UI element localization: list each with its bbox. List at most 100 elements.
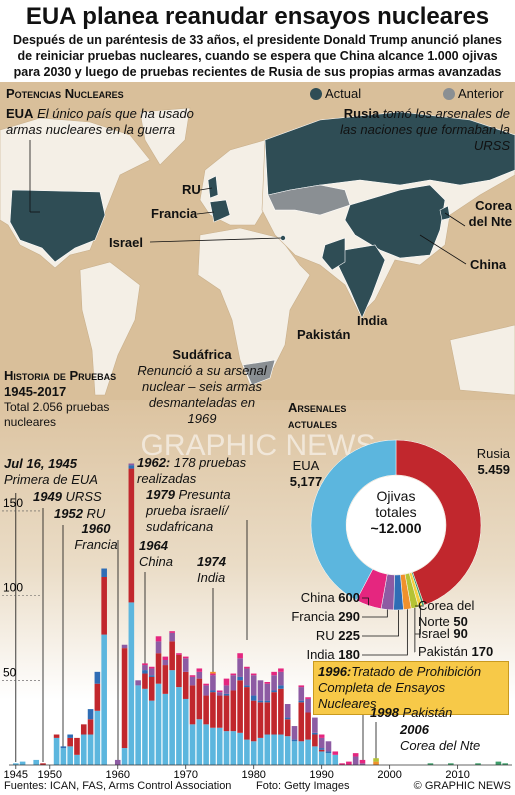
- bar-segment: [189, 675, 196, 677]
- current-powers: [9, 111, 515, 319]
- bar-segment: [135, 685, 141, 765]
- bar-segment: [257, 680, 264, 701]
- x-tick-label: 1950: [38, 769, 62, 781]
- bar-segment: [312, 746, 318, 765]
- bar-segment: [176, 687, 182, 765]
- x-tick-label: 1945: [4, 769, 28, 781]
- value-label: 5,177: [289, 474, 323, 489]
- annotation-title: 1979: [146, 487, 175, 502]
- bar-segment: [298, 685, 305, 688]
- bar-segment: [135, 680, 141, 686]
- bar-segment: [332, 751, 339, 755]
- bar-segment: [230, 675, 237, 691]
- annotation-text: Primera de EUA: [4, 472, 98, 487]
- annotation-title: 1974: [197, 554, 226, 569]
- bar-segment: [237, 658, 243, 677]
- bar-segment: [67, 734, 73, 738]
- bar-segment: [121, 644, 128, 649]
- former-powers: [242, 184, 351, 386]
- bar-segment: [148, 675, 155, 677]
- x-tick-label: 1980: [241, 769, 265, 781]
- bar-segment: [87, 709, 94, 720]
- category-label: RU: [315, 628, 335, 643]
- bar-segment: [203, 685, 209, 696]
- category-label: India: [306, 647, 335, 662]
- bar-segment: [312, 734, 318, 747]
- bar-segment: [264, 682, 271, 684]
- bar-segment: [19, 761, 26, 765]
- history-total: Total 2.056 pruebas nucleares: [4, 400, 110, 429]
- leader-line: [362, 609, 408, 656]
- bar-segment: [359, 763, 366, 765]
- bar-segment: [162, 659, 169, 666]
- bar-segment: [291, 739, 298, 742]
- bar-segment: [148, 666, 155, 669]
- donut-label: Rusia 5.459: [452, 446, 510, 478]
- bar-segment: [80, 734, 87, 765]
- bar-segment: [210, 692, 216, 728]
- bar-segment: [230, 673, 237, 676]
- bar-segment: [223, 731, 230, 765]
- bar-segment: [162, 693, 169, 765]
- bar-segment: [169, 670, 175, 765]
- bar-segment: [448, 763, 454, 765]
- bar-segment: [182, 658, 189, 672]
- map-note: EUA El único país que ha usado armas nuc…: [6, 106, 196, 138]
- value-label: 5.459: [477, 462, 510, 477]
- bar-segment: [284, 704, 291, 718]
- bar-segment: [210, 727, 216, 765]
- bar-segment: [67, 737, 73, 747]
- bar-segment: [298, 700, 305, 703]
- bar-segment: [244, 685, 250, 688]
- annotation-title: 2006: [400, 722, 429, 737]
- bar-segment: [237, 732, 243, 765]
- annotation-title: 1960: [81, 521, 111, 536]
- bar-segment: [427, 763, 434, 765]
- value-label: 50: [453, 614, 468, 629]
- leader-line: [362, 609, 399, 637]
- bar-segment: [223, 693, 230, 696]
- leader-line: [362, 597, 369, 606]
- bar-segment: [271, 692, 277, 735]
- annotation: 1974 India: [197, 554, 226, 586]
- watermark: GRAPHIC NEWS: [140, 429, 375, 462]
- donut-label: Israel 90: [418, 626, 498, 642]
- credit: © GRAPHIC NEWS: [413, 780, 511, 792]
- bar-segment: [203, 695, 209, 725]
- bar-segment: [271, 734, 277, 765]
- donut-center: Ojivas totales ~12.000: [356, 488, 436, 536]
- bar-segment: [53, 737, 60, 765]
- bar-segment: [189, 724, 196, 765]
- annotation-title: 1949: [33, 489, 62, 504]
- bar-segment: [495, 761, 502, 765]
- bar-segment: [94, 683, 101, 711]
- annotation-text: Francia: [74, 537, 118, 552]
- map-note: Sudáfrica Renunció a su arsenal nuclear –…: [134, 347, 270, 427]
- annotation-text: Pakistán: [402, 705, 453, 720]
- x-tick-label: 1960: [106, 769, 130, 781]
- bar-segment: [284, 719, 291, 737]
- bar-segment: [155, 641, 162, 654]
- bar-segment: [291, 741, 298, 765]
- annotation: 1996:Tratado de Prohibición Completa de …: [313, 661, 509, 715]
- bar-segment: [318, 749, 325, 752]
- bar-segment: [312, 732, 318, 735]
- annotation-title: 1998: [370, 705, 399, 720]
- bar-segment: [325, 741, 332, 752]
- category-label: Rusia: [476, 446, 510, 461]
- legend-former: [443, 88, 455, 100]
- bar-segment: [87, 734, 94, 765]
- legend-current: [310, 88, 322, 100]
- map-title: Potencias Nucleares: [6, 86, 124, 101]
- country-label: Corea del Nte: [468, 198, 512, 229]
- bar-segment: [101, 576, 107, 635]
- bar-segment: [196, 671, 203, 679]
- bar-segment: [155, 636, 162, 642]
- x-tick-label: 1970: [173, 769, 197, 781]
- bar-segment: [325, 751, 332, 754]
- center-title: Ojivas totales: [375, 488, 417, 520]
- bar-segment: [148, 700, 155, 765]
- bar-segment: [80, 724, 87, 735]
- bar-segment: [278, 688, 284, 735]
- bar-segment: [203, 683, 209, 686]
